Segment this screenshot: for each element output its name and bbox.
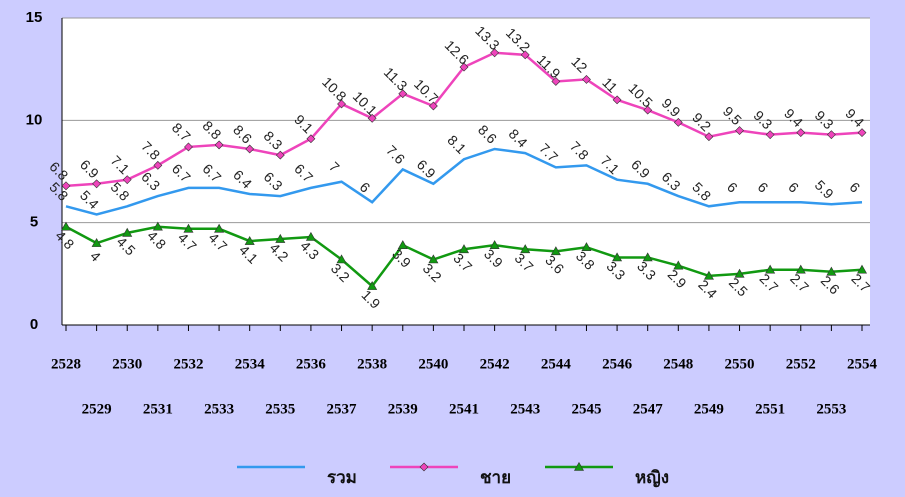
x-tick-label: 2537: [327, 401, 358, 417]
marker: [398, 89, 408, 99]
marker: [367, 113, 377, 123]
series-line: [65, 147, 863, 216]
y-tick-label: 0: [30, 316, 38, 333]
x-tick-label: 2545: [571, 401, 601, 417]
marker: [581, 242, 592, 252]
x-tick-label: 2546: [602, 356, 633, 372]
marker: [734, 268, 745, 278]
marker: [61, 181, 71, 191]
x-tick-label: 2534: [235, 356, 266, 372]
x-tick-label: 2544: [541, 356, 572, 372]
marker: [765, 130, 775, 140]
x-tick-label: 2547: [633, 401, 664, 417]
marker: [735, 126, 744, 135]
x-tick-label: 2532: [173, 356, 203, 372]
marker: [367, 281, 378, 290]
marker: [582, 74, 591, 84]
x-tick-label: 2542: [480, 356, 510, 372]
x-tick-label: 2551: [755, 401, 785, 417]
x-tick-label: 2543: [510, 401, 540, 417]
marker: [275, 150, 285, 160]
y-tick-label: 15: [26, 9, 43, 26]
x-tick-label: 2535: [265, 401, 295, 417]
marker: [306, 134, 316, 144]
marker: [703, 270, 714, 280]
x-tick-label: 2531: [143, 401, 173, 417]
x-tick-label: 2538: [357, 356, 387, 372]
marker: [122, 175, 132, 185]
x-tick-label: 2529: [82, 401, 112, 417]
y-tick-label: 5: [30, 214, 38, 231]
x-tick-label: 2540: [418, 356, 448, 372]
marker: [152, 221, 163, 231]
marker: [520, 50, 530, 60]
marker: [428, 101, 438, 111]
marker: [612, 95, 622, 105]
legend-label: ชาย: [480, 468, 511, 488]
marker: [643, 105, 653, 115]
y-tick-label: 10: [26, 111, 43, 128]
marker: [153, 160, 163, 170]
marker: [122, 227, 133, 237]
x-tick-label: 2552: [786, 356, 816, 372]
marker: [305, 231, 316, 241]
x-tick-label: 2533: [204, 401, 234, 417]
marker: [397, 240, 408, 249]
marker: [458, 244, 470, 254]
legend-label: รวม: [327, 468, 357, 488]
marker: [573, 461, 585, 471]
x-tick-label: 2548: [663, 356, 693, 372]
marker: [612, 252, 623, 262]
marker: [275, 233, 286, 243]
x-tick-label: 2528: [51, 356, 81, 372]
marker: [336, 254, 347, 264]
x-tick-label: 2536: [296, 356, 327, 372]
marker: [489, 240, 500, 249]
marker: [551, 77, 561, 86]
x-tick-label: 2549: [694, 401, 724, 417]
marker: [92, 179, 102, 189]
marker: [642, 252, 653, 262]
x-tick-label: 2553: [816, 401, 846, 417]
marker: [550, 246, 561, 256]
marker: [856, 264, 868, 274]
marker: [244, 235, 255, 245]
marker: [184, 142, 193, 152]
marker: [245, 144, 255, 154]
marker: [183, 223, 194, 233]
marker: [826, 130, 836, 140]
marker: [91, 238, 102, 247]
marker: [673, 260, 684, 270]
x-tick-label: 2541: [449, 401, 479, 417]
legend-label: หญิง: [635, 468, 669, 488]
x-tick-label: 2550: [725, 356, 755, 372]
marker: [214, 140, 224, 150]
marker: [337, 99, 346, 109]
marker: [795, 264, 806, 274]
marker: [419, 462, 429, 472]
marker: [826, 266, 837, 276]
marker: [765, 264, 776, 274]
marker: [214, 223, 225, 233]
marker: [459, 62, 469, 72]
marker: [796, 128, 806, 138]
x-tick-label: 2539: [388, 401, 418, 417]
marker: [428, 254, 439, 264]
marker: [857, 128, 867, 138]
marker: [673, 117, 683, 127]
x-tick-label: 2530: [112, 356, 142, 372]
marker: [704, 132, 714, 142]
marker: [60, 221, 72, 231]
x-tick-label: 2554: [847, 356, 878, 372]
marker: [490, 48, 500, 58]
marker: [520, 244, 531, 254]
